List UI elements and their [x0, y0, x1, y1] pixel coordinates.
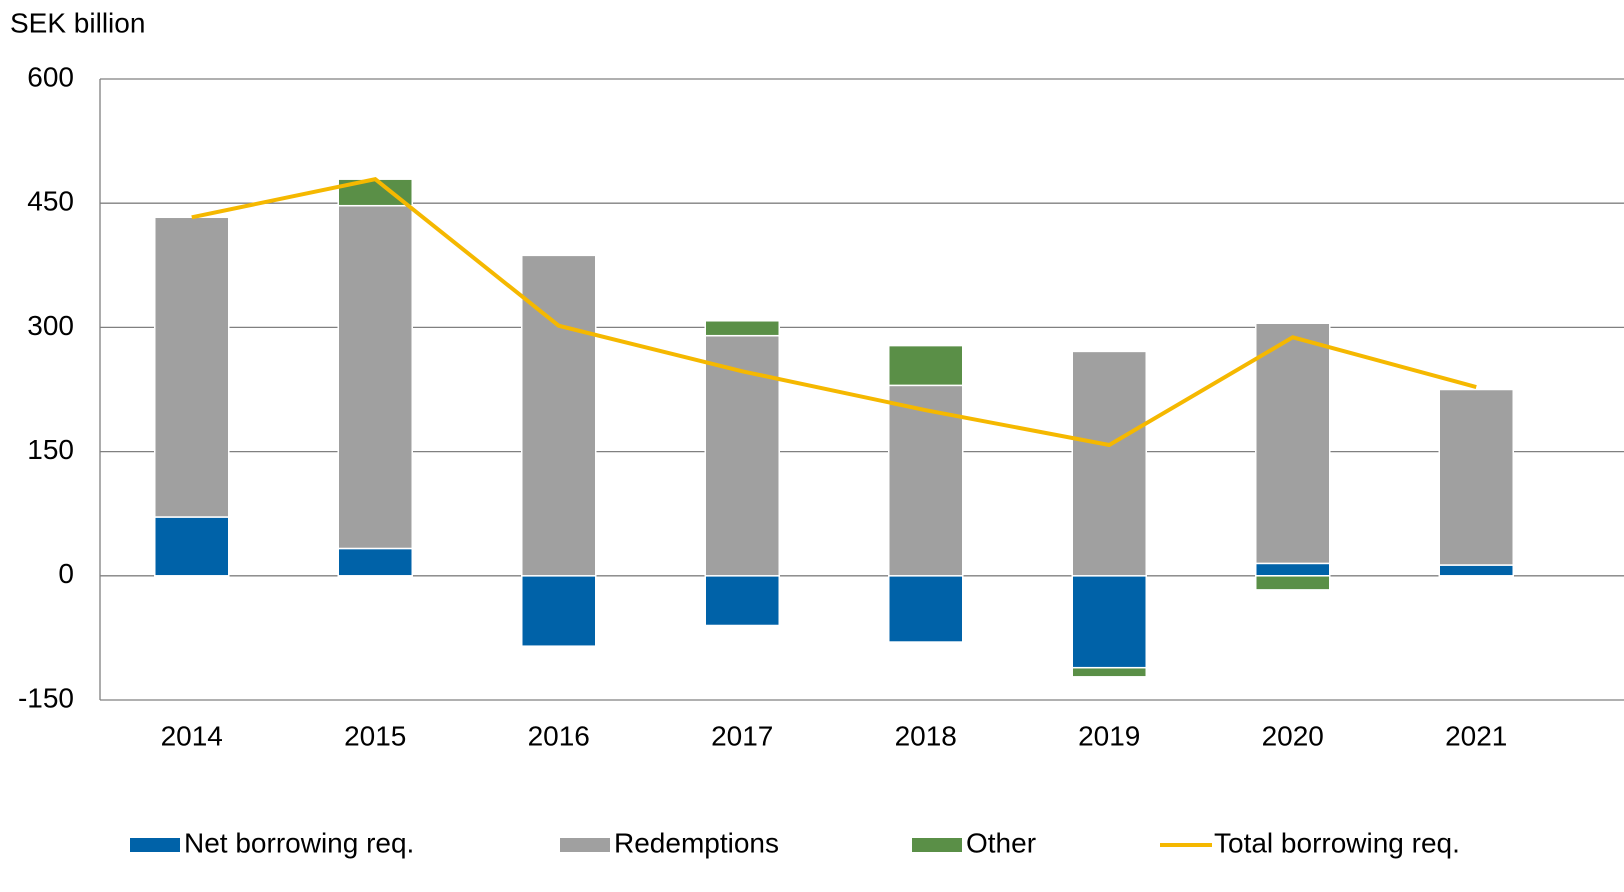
bar: [154, 516, 230, 577]
bar: [888, 344, 964, 387]
x-tick-label: 2015: [344, 720, 406, 751]
x-tick-label: 2019: [1078, 720, 1140, 751]
bar: [704, 320, 780, 337]
y-tick-label: 600: [27, 61, 74, 92]
legend-label: Total borrowing req.: [1214, 827, 1460, 858]
y-tick-label: 300: [27, 310, 74, 341]
bar: [521, 575, 597, 647]
legend-swatch: [560, 838, 610, 852]
y-axis-label: SEK billion: [10, 7, 145, 38]
bar: [704, 575, 780, 627]
bar: [888, 575, 964, 643]
legend-label: Redemptions: [614, 827, 779, 858]
bar: [1071, 575, 1147, 669]
y-tick-label: 150: [27, 434, 74, 465]
legend-swatch: [912, 838, 962, 852]
bar: [1255, 322, 1331, 565]
bar: [1255, 575, 1331, 591]
legend-label: Net borrowing req.: [184, 827, 414, 858]
legend-label: Other: [966, 827, 1036, 858]
y-tick-label: 450: [27, 186, 74, 217]
legend-swatch: [130, 838, 180, 852]
x-tick-label: 2021: [1445, 720, 1507, 751]
x-tick-label: 2016: [528, 720, 590, 751]
y-tick-label: -150: [18, 682, 74, 713]
x-tick-label: 2014: [161, 720, 223, 751]
x-tick-label: 2020: [1262, 720, 1324, 751]
x-tick-label: 2018: [895, 720, 957, 751]
bar: [1255, 562, 1331, 577]
line: [191, 177, 1477, 448]
bar: [1071, 666, 1147, 678]
bar: [1071, 350, 1147, 577]
bar: [337, 547, 413, 577]
bar: [888, 384, 964, 577]
y-tick-label: 0: [58, 558, 74, 589]
bar: [1438, 564, 1514, 577]
bar: [1438, 388, 1514, 566]
x-tick-label: 2017: [711, 720, 773, 751]
bar: [337, 204, 413, 550]
bar: [154, 216, 230, 518]
bar: [521, 254, 597, 577]
